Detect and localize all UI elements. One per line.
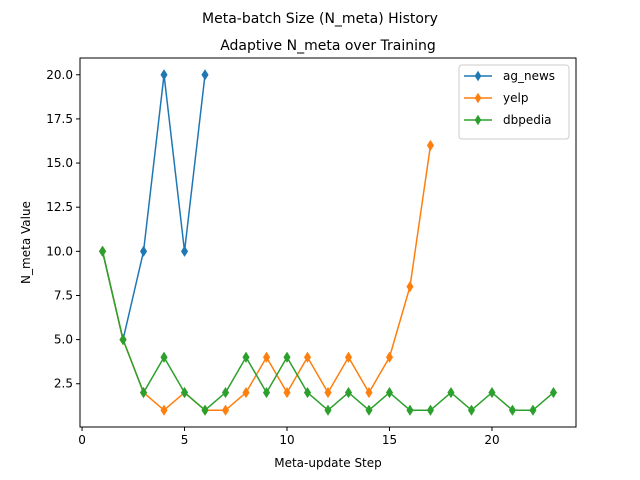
data-point xyxy=(406,280,414,293)
series-yelp xyxy=(98,139,435,416)
data-point xyxy=(426,139,435,152)
y-tick-label: 17.5 xyxy=(46,112,73,126)
data-point xyxy=(160,69,168,81)
data-point xyxy=(221,386,230,399)
legend-item: ag_news xyxy=(464,69,555,83)
x-tick-label: 15 xyxy=(382,433,397,447)
data-point xyxy=(283,386,291,399)
y-tick-label: 12.5 xyxy=(46,200,73,214)
data-point xyxy=(344,386,353,399)
x-axis-label: Meta-update Step xyxy=(274,456,382,470)
x-tick-label: 5 xyxy=(181,433,189,447)
data-point xyxy=(385,351,394,363)
legend-marker xyxy=(474,114,482,126)
data-point xyxy=(549,386,558,399)
x-tick-label: 20 xyxy=(484,433,499,447)
series-line xyxy=(101,251,554,411)
y-tick-label: 20.0 xyxy=(46,68,73,82)
data-point xyxy=(180,386,189,399)
data-point xyxy=(426,404,435,416)
series-dbpedia xyxy=(98,245,558,416)
data-point xyxy=(139,245,148,257)
data-point xyxy=(303,351,312,363)
legend-label: yelp xyxy=(503,91,528,105)
legend-label: dbpedia xyxy=(503,113,552,127)
data-point xyxy=(467,404,476,416)
series-layer xyxy=(98,69,558,416)
data-point xyxy=(98,245,107,257)
data-point xyxy=(303,386,312,399)
data-point xyxy=(344,351,353,363)
data-point xyxy=(262,386,271,399)
legend-marker xyxy=(474,92,482,104)
legend-label: ag_news xyxy=(503,69,555,83)
y-axis: 2.5 5.0 7.5 10.0 12.5 15.0 17.5 20.0 xyxy=(46,68,80,391)
data-point xyxy=(508,404,517,416)
data-point xyxy=(119,333,127,346)
chart-title: Adaptive N_meta over Training xyxy=(220,38,436,54)
data-point xyxy=(242,351,250,363)
data-point xyxy=(488,386,496,399)
data-point xyxy=(180,245,189,257)
data-point xyxy=(160,351,168,363)
data-point xyxy=(447,386,455,399)
plot-frame xyxy=(79,57,577,428)
data-point xyxy=(221,404,230,416)
data-point xyxy=(324,404,332,416)
legend-item: dbpedia xyxy=(464,113,552,127)
data-point xyxy=(242,386,250,399)
chart-suptitle: Meta-batch Size (N_meta) History xyxy=(202,11,438,27)
y-axis-label: N_meta Value xyxy=(19,201,33,284)
data-point xyxy=(139,386,148,399)
data-point xyxy=(283,351,291,363)
data-point xyxy=(324,386,332,399)
x-tick-label: 10 xyxy=(279,433,294,447)
series-line xyxy=(101,74,206,341)
y-tick-label: 5.0 xyxy=(54,333,73,347)
y-tick-label: 7.5 xyxy=(54,288,73,302)
legend-item: yelp xyxy=(464,91,528,105)
y-tick-label: 2.5 xyxy=(54,377,73,391)
data-point xyxy=(160,404,168,416)
data-point xyxy=(365,386,373,399)
data-point xyxy=(385,386,394,399)
data-point xyxy=(406,404,414,416)
series-ag_news xyxy=(98,69,209,346)
y-tick-label: 15.0 xyxy=(46,156,73,170)
data-point xyxy=(529,404,537,416)
data-point xyxy=(365,404,373,416)
legend-marker xyxy=(474,70,482,82)
y-tick-label: 10.0 xyxy=(46,244,73,258)
data-point xyxy=(201,69,209,81)
x-tick-label: 0 xyxy=(78,433,86,447)
data-point xyxy=(262,351,271,363)
data-point xyxy=(201,404,209,416)
x-axis: 0 5 10 15 20 xyxy=(78,427,500,447)
